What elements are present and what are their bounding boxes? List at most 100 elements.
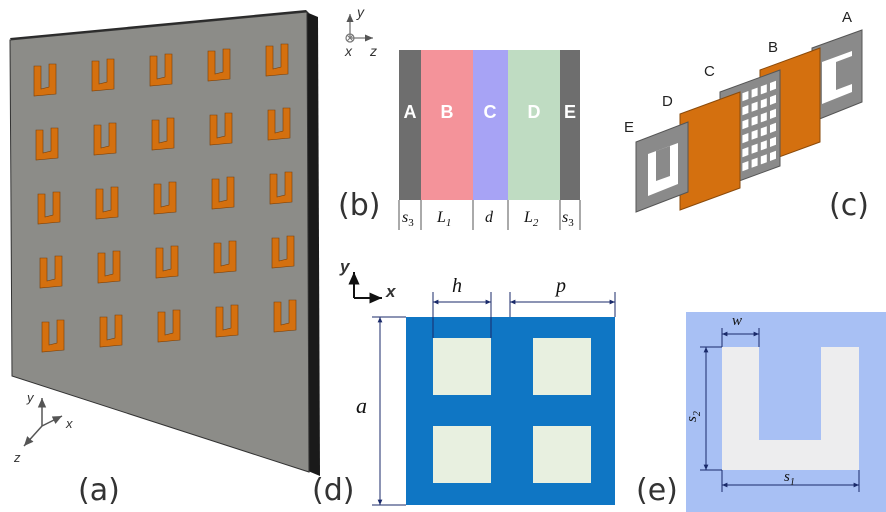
u-resonator — [41, 319, 65, 353]
perforation-hole — [742, 133, 749, 144]
panel-d-axes: y x — [339, 257, 397, 304]
panel-b-layer-stack: y x z A B C D E s3 L1 d L2 s3 (b) — [338, 4, 581, 230]
panel-label-c: (c) — [829, 188, 869, 223]
perforation-hole — [742, 147, 749, 158]
u-resonator — [91, 58, 115, 92]
exploded-letter-D: D — [662, 93, 673, 110]
u-resonator — [39, 255, 63, 289]
perforation-hole — [742, 105, 749, 116]
exploded-layer-E — [635, 121, 689, 213]
dim-L1: L1 — [436, 209, 451, 229]
dim-label-p: p — [554, 275, 566, 297]
u-resonator — [207, 48, 231, 82]
unit-cell-square-1 — [433, 338, 491, 395]
axis-label-x: x — [385, 282, 397, 301]
perforation-hole — [751, 87, 758, 98]
u-resonator — [265, 43, 289, 77]
perforation-hole — [770, 122, 776, 133]
perforation-hole — [751, 157, 758, 168]
u-resonator-array — [33, 43, 297, 353]
u-resonator — [37, 191, 61, 225]
unit-cell-square-2 — [533, 338, 591, 395]
perforation-hole — [770, 150, 776, 161]
u-resonator — [273, 299, 297, 333]
u-resonator — [35, 127, 59, 161]
layer-E — [560, 50, 580, 200]
layer-letter-C: C — [484, 102, 497, 122]
u-resonator — [267, 107, 291, 141]
perforation-hole — [760, 98, 767, 109]
u-resonator — [149, 53, 173, 87]
perforation-hole — [760, 140, 767, 151]
layer-letter-A: A — [404, 102, 417, 122]
exploded-letter-B: B — [768, 39, 778, 56]
panel-e-srr-geometry: w s2 s1 (e) — [636, 312, 886, 512]
perforation-hole — [751, 143, 758, 154]
u-resonator — [213, 240, 237, 274]
srr-u-shape — [722, 347, 859, 470]
axis-label-y: y — [339, 257, 351, 276]
dim-label-s1: s1 — [784, 469, 795, 488]
layer-B — [421, 50, 473, 200]
u-resonator — [155, 245, 179, 279]
slab-side-edge — [306, 12, 320, 476]
u-resonator — [33, 63, 57, 97]
axis-label-y: y — [356, 4, 365, 20]
u-resonator — [269, 171, 293, 205]
perforation-hole — [760, 154, 767, 165]
perforation-hole — [751, 115, 758, 126]
dim-label-s2: s2 — [684, 411, 703, 422]
panel-a-axes: y x z — [13, 390, 73, 465]
panel-d-unit-cell: y x h p a (d) — [312, 257, 616, 508]
dim-label-w: w — [732, 313, 742, 329]
dim-label-h: h — [452, 275, 462, 297]
perforation-hole — [760, 84, 767, 95]
u-resonator — [209, 112, 233, 146]
perforation-hole — [742, 91, 749, 102]
layer-D — [508, 50, 560, 200]
axis-label-y: y — [26, 390, 35, 405]
u-resonator — [215, 304, 239, 338]
layer-letter-D: D — [528, 102, 541, 122]
u-resonator — [151, 117, 175, 151]
slab-face — [9, 11, 310, 473]
u-resonator — [93, 122, 117, 156]
perforation-hole — [751, 101, 758, 112]
perforation-hole — [770, 94, 776, 105]
panel-c-exploded-view: A B C D E (c) — [624, 9, 869, 223]
u-resonator — [95, 186, 119, 220]
u-resonator — [99, 314, 123, 348]
layer-letter-B: B — [441, 102, 454, 122]
panel-label-e: (e) — [636, 473, 678, 508]
exploded-letter-E: E — [624, 119, 634, 136]
unit-cell-square-3 — [433, 426, 491, 483]
panel-label-b: (b) — [338, 188, 380, 223]
dim-s3-left: s3 — [402, 209, 414, 229]
perforation-hole — [760, 126, 767, 137]
exploded-layer-A — [811, 29, 863, 123]
dim-label-a: a — [356, 393, 367, 418]
dimension-lines-e — [700, 328, 860, 492]
panel-label-a: (a) — [78, 473, 120, 508]
perforation-hole — [742, 161, 749, 172]
perforation-hole — [760, 112, 767, 123]
unit-cell-square-4 — [533, 426, 591, 483]
exploded-letter-A: A — [842, 9, 852, 26]
u-resonator — [97, 250, 121, 284]
panel-label-d: (d) — [312, 473, 354, 508]
u-resonator — [211, 176, 235, 210]
axis-label-z: z — [13, 450, 21, 465]
u-resonator — [271, 235, 295, 269]
dim-L2: L2 — [523, 209, 539, 229]
panel-b-axes: y x z — [344, 4, 377, 59]
layer-letter-E: E — [564, 102, 576, 122]
layer-dimension-ticks — [398, 200, 581, 230]
perforation-hole — [770, 80, 776, 91]
exploded-layer-D — [679, 91, 741, 211]
axis-label-x: x — [65, 416, 73, 431]
u-resonator — [157, 309, 181, 343]
perforation-hole — [742, 119, 749, 130]
layer-C — [473, 50, 508, 200]
dimension-lines-d — [372, 292, 616, 506]
axis-label-x: x — [344, 43, 353, 59]
